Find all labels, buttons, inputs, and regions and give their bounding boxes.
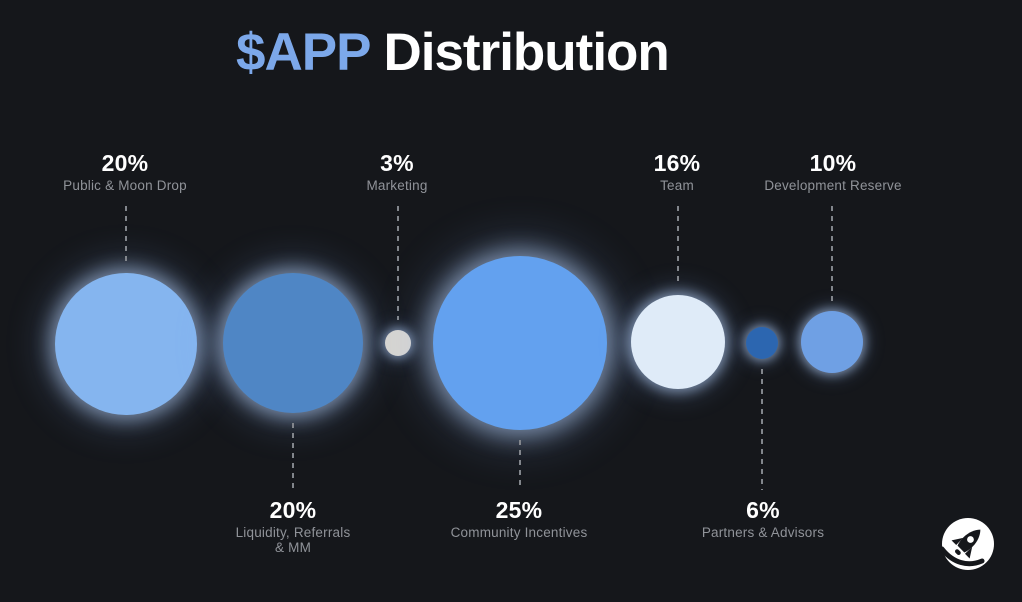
label-partners-advisors: 6% Partners & Advisors xyxy=(653,497,873,541)
category-liquidity-referrals-mm: Liquidity, Referrals xyxy=(235,525,351,540)
category-liquidity-referrals-mm: & MM xyxy=(274,539,312,555)
bubble-public-moon-drop xyxy=(55,273,197,415)
title-ticker: $APP xyxy=(236,23,371,82)
label-public-moon-drop: 20% Public & Moon Drop xyxy=(15,150,235,194)
percent-public-moon-drop: 20% xyxy=(101,150,149,176)
label-marketing: 3% Marketing xyxy=(287,150,507,194)
bubble-partners-advisors xyxy=(746,327,778,359)
category-marketing: Marketing xyxy=(366,178,428,193)
category-development-reserve: Development Reserve xyxy=(764,178,902,193)
bubble-liquidity-referrals-mm xyxy=(223,273,363,413)
connector-public-moon-drop xyxy=(125,206,127,263)
connector-liquidity-referrals-mm xyxy=(292,423,294,490)
brand-logo xyxy=(939,517,995,571)
category-partners-advisors: Partners & Advisors xyxy=(701,525,825,540)
category-public-moon-drop: Public & Moon Drop xyxy=(63,178,187,193)
connector-community-incentives xyxy=(519,440,521,490)
category-community-incentives: Community Incentives xyxy=(450,525,588,540)
percent-team: 16% xyxy=(653,150,701,176)
page-title: $APP Distribution xyxy=(236,23,670,82)
connector-marketing xyxy=(397,206,399,320)
category-team: Team xyxy=(660,178,694,193)
label-community-incentives: 25% Community Incentives xyxy=(409,497,629,541)
bubble-development-reserve xyxy=(801,311,863,373)
connector-partners-advisors xyxy=(761,369,763,490)
rocket-icon xyxy=(939,518,994,570)
bubble-team xyxy=(631,295,725,389)
label-liquidity-referrals-mm: 20% Liquidity, Referrals & MM xyxy=(183,497,403,555)
label-team: 16% Team xyxy=(567,150,787,194)
percent-development-reserve: 10% xyxy=(809,150,857,176)
connector-team xyxy=(677,206,679,285)
percent-partners-advisors: 6% xyxy=(746,497,780,523)
percent-liquidity-referrals-mm: 20% xyxy=(269,497,317,523)
label-development-reserve: 10% Development Reserve xyxy=(723,150,943,194)
bubble-community-incentives xyxy=(433,256,607,430)
connector-development-reserve xyxy=(831,206,833,301)
bubble-marketing xyxy=(385,330,411,356)
title-word: Distribution xyxy=(383,23,669,82)
percent-marketing: 3% xyxy=(380,150,414,176)
percent-community-incentives: 25% xyxy=(495,497,543,523)
